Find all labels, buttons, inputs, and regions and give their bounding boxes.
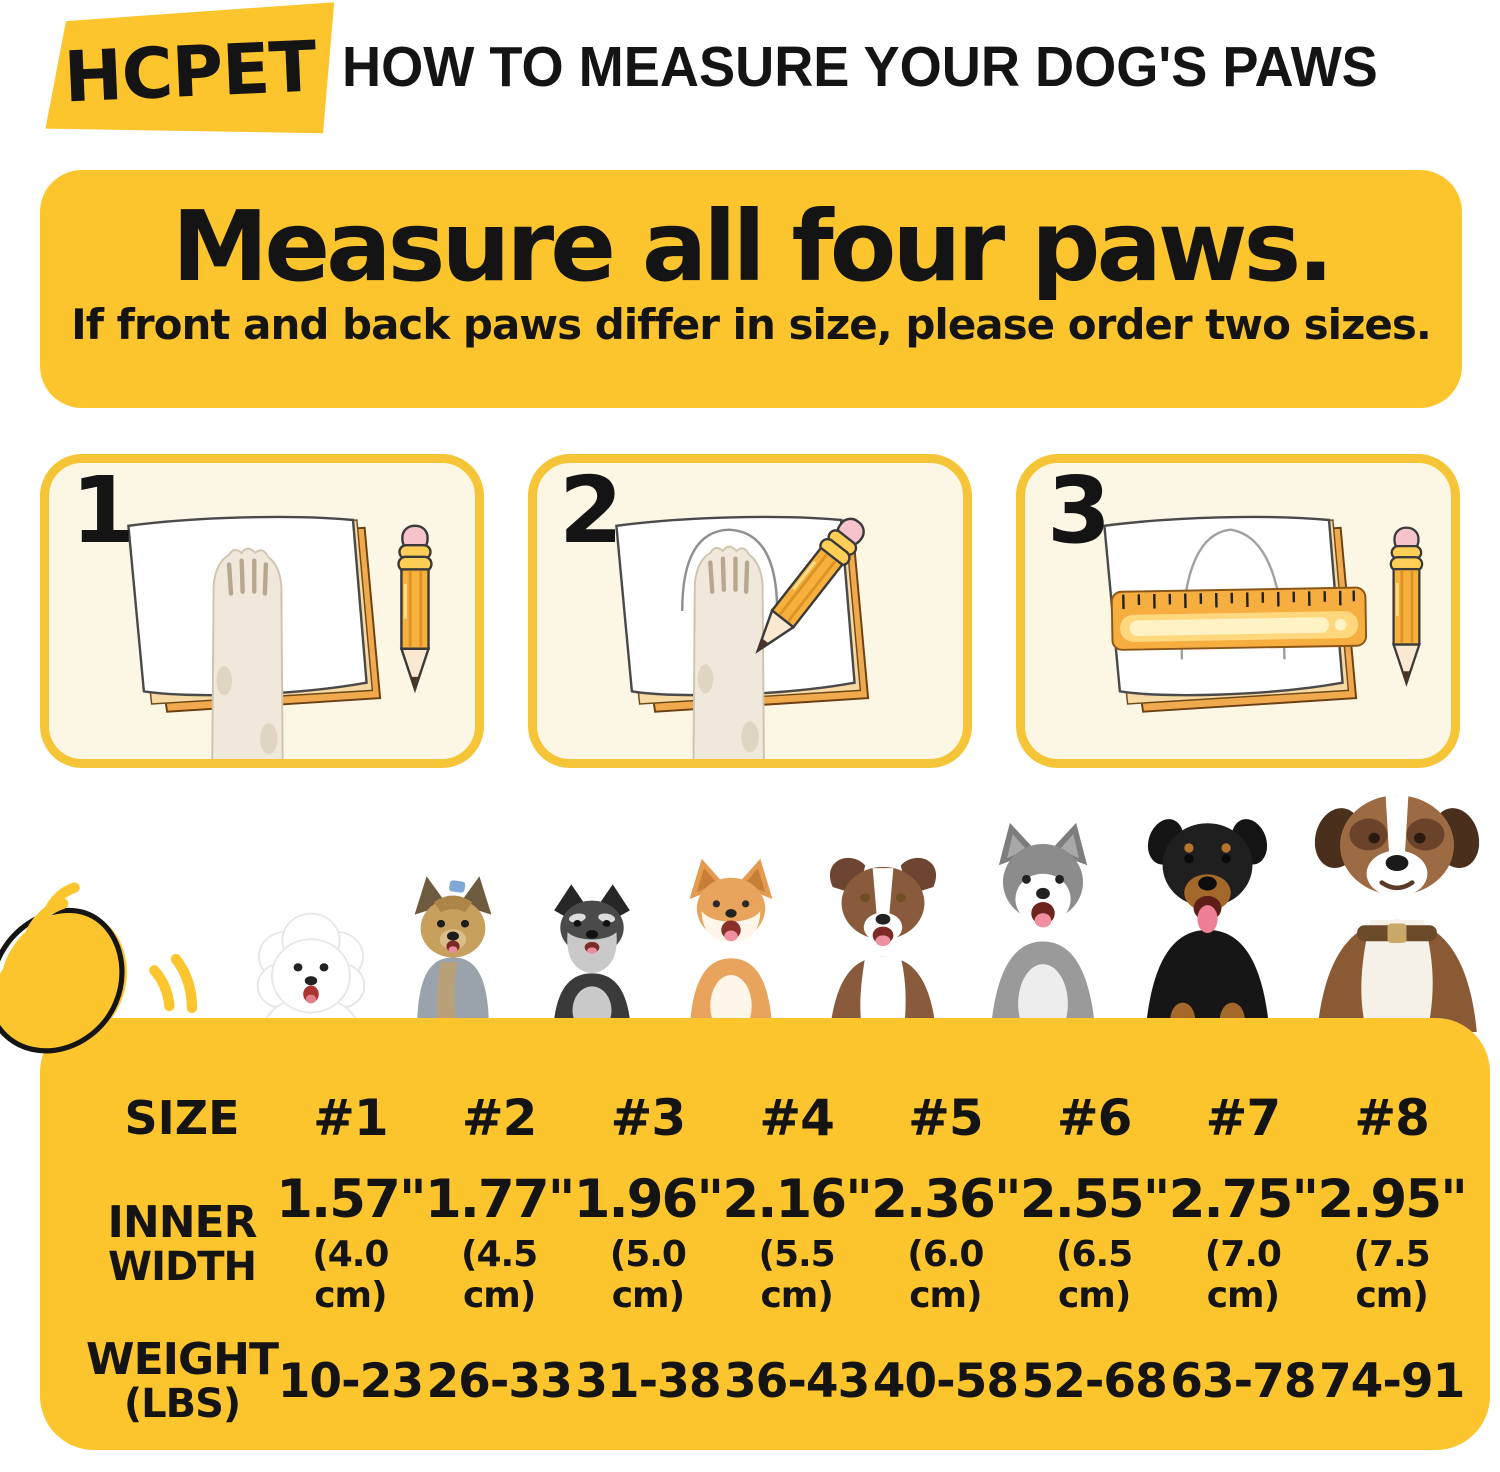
step-panel-3: 3 [1016, 454, 1460, 768]
weight-col-5: 40-58 [872, 1353, 1019, 1409]
size-chart-table: SIZE #1 #2 #3 #4 #5 #6 #7 #8 INNER WIDTH… [40, 1018, 1490, 1450]
inner-width-col-5: 2.36" (6.0 cm) [871, 1168, 1021, 1316]
inner-width-col-8: 2.95" (7.5 cm) [1317, 1168, 1467, 1316]
size-col-1: #1 [313, 1089, 389, 1147]
step-2-number: 2 [559, 457, 624, 564]
swoosh-decoration-icon [0, 882, 198, 1054]
dog-photo-miniature-schnauzer [552, 884, 631, 1032]
size-row-label: SIZE [124, 1091, 240, 1145]
dog-photo-yorkshire-terrier [414, 876, 492, 1032]
weight-col-3: 31-38 [575, 1353, 721, 1409]
inner-width-col-1: 1.57" (4.0 cm) [276, 1168, 426, 1316]
measuring-steps: 1 2 3 [40, 454, 1460, 768]
size-col-3: #3 [610, 1089, 687, 1147]
brand-logo-text: HCPET [62, 25, 318, 119]
step-2-pencil-tracing-illustration [615, 510, 873, 759]
dog-photo-shiba-inu [689, 858, 773, 1032]
dog-breeds-row [0, 776, 1500, 1054]
size-col-6: #6 [1056, 1089, 1133, 1147]
step-1-number: 1 [71, 457, 136, 564]
dog-photo-bichon-frise [256, 912, 366, 1032]
size-col-5: #5 [908, 1089, 984, 1147]
inner-width-col-4: 2.16" (5.5 cm) [722, 1168, 872, 1316]
page-title: HOW TO MEASURE YOUR DOG'S PAWS [342, 35, 1378, 99]
weight-col-6: 52-68 [1021, 1353, 1167, 1409]
step-3-number: 3 [1047, 457, 1112, 564]
weight-col-4: 36-43 [723, 1353, 870, 1409]
step-panel-1: 1 [40, 454, 484, 768]
weight-col-8: 74-91 [1318, 1353, 1465, 1409]
inner-width-col-2: 1.77" (4.5 cm) [424, 1168, 575, 1316]
step-3-ruler-measuring-illustration [1103, 515, 1424, 713]
size-col-4: #4 [759, 1089, 835, 1147]
dog-photos-strip [246, 776, 1492, 1032]
banner-subheading: If front and back paws differ in size, p… [71, 299, 1432, 349]
step-panel-2: 2 [528, 454, 972, 768]
dog-photo-rottweiler [1145, 819, 1270, 1032]
dog-photo-saint-bernard [1314, 795, 1480, 1032]
dog-photo-alaskan-malamute [990, 822, 1096, 1032]
measure-banner: Measure all four paws. If front and back… [40, 170, 1462, 408]
size-col-2: #2 [461, 1089, 538, 1147]
header: HCPET HOW TO MEASURE YOUR DOG'S PAWS [0, 0, 1500, 152]
brand-logo: HCPET [42, 2, 337, 142]
banner-heading: Measure all four paws. [171, 190, 1334, 303]
inner-width-col-3: 1.96" (5.0 cm) [573, 1168, 724, 1316]
dog-photo-australian-shepherd [829, 857, 937, 1032]
inner-width-col-7: 2.75" (7.0 cm) [1168, 1168, 1319, 1316]
inner-width-row-label: INNER WIDTH [107, 1196, 258, 1291]
size-col-7: #7 [1205, 1089, 1282, 1147]
weight-col-2: 26-33 [426, 1353, 572, 1409]
weight-col-7: 63-78 [1170, 1353, 1316, 1409]
weight-row-label: WEIGHT (LBS) [86, 1333, 279, 1428]
weight-col-1: 10-23 [277, 1353, 424, 1409]
inner-width-col-6: 2.55" (6.5 cm) [1019, 1168, 1170, 1316]
size-col-8: #8 [1354, 1089, 1430, 1147]
